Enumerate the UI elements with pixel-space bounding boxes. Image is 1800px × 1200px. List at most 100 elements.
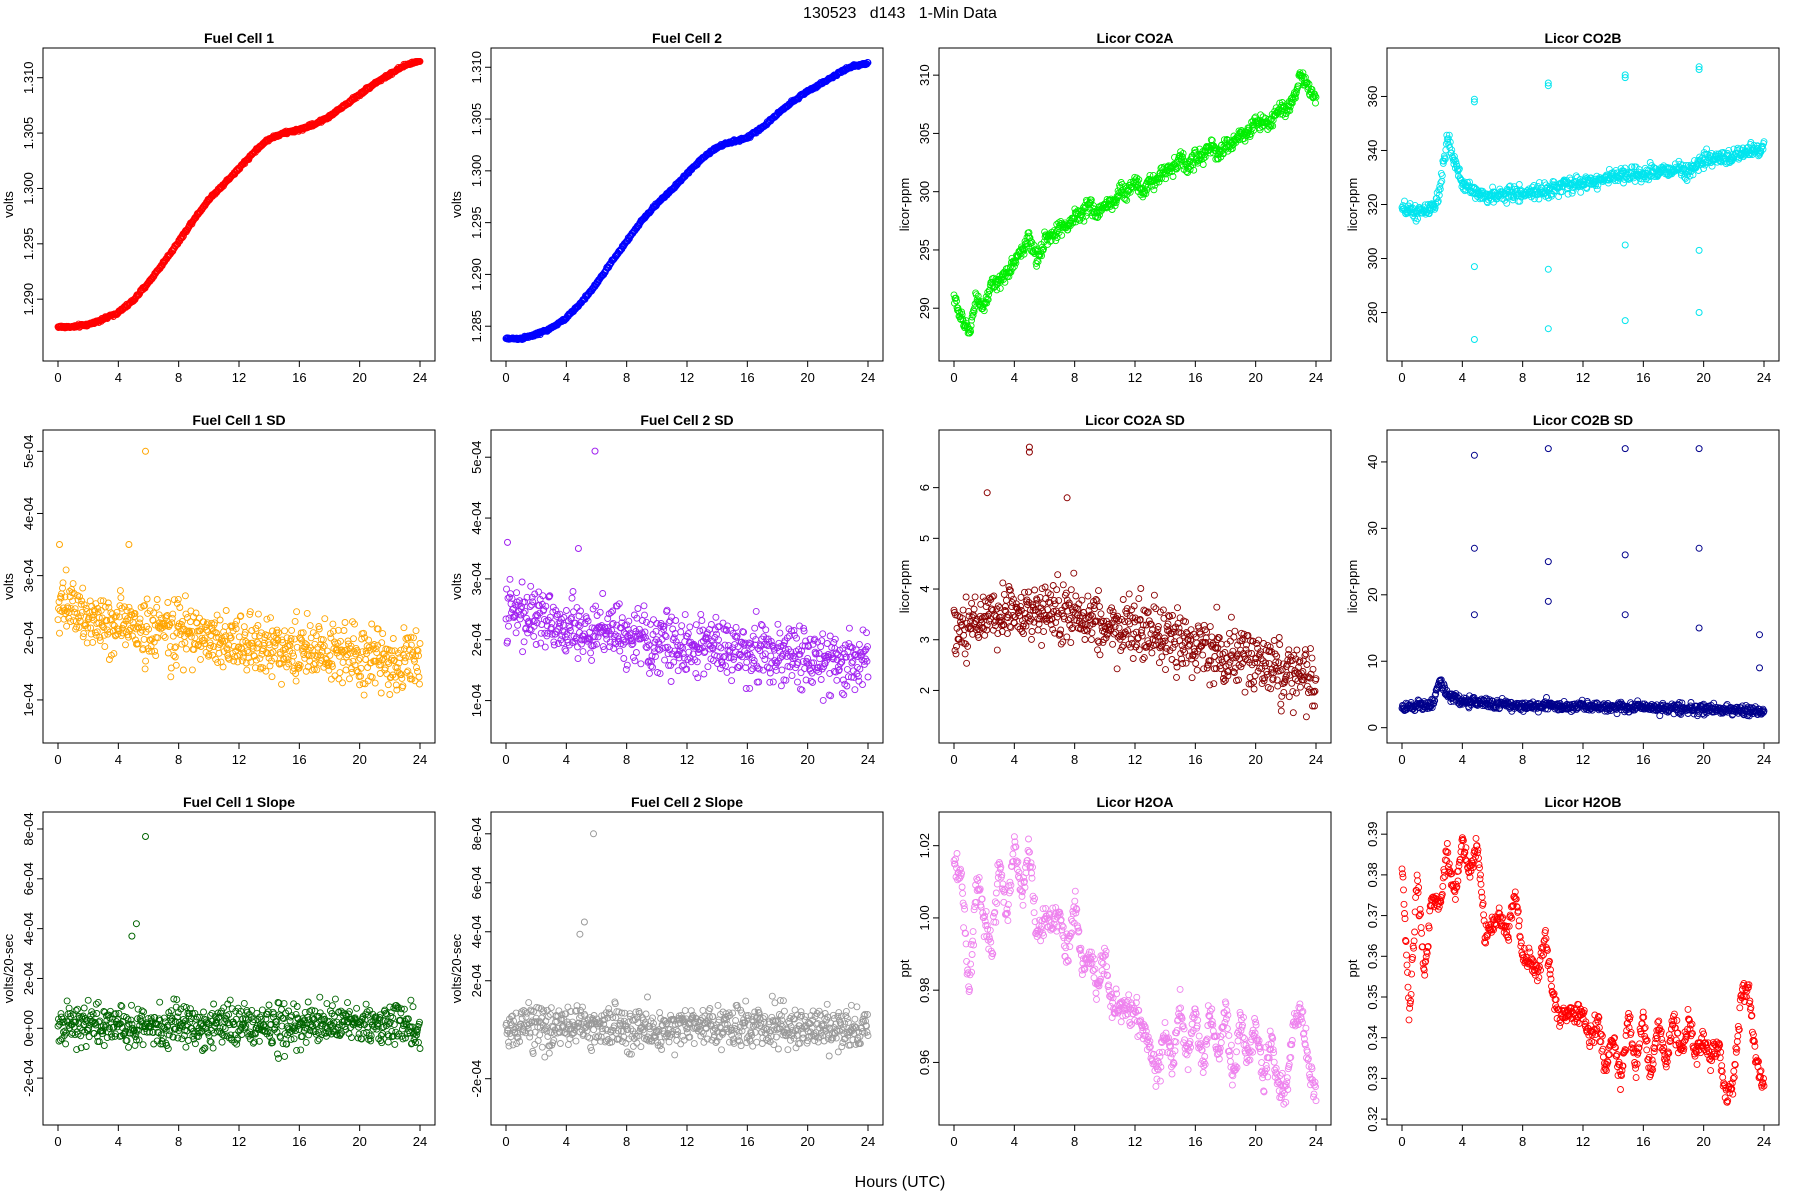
data-point [387,673,395,681]
data-point [723,627,730,635]
data-point [510,605,518,613]
data-point [677,628,685,636]
data-point [386,691,394,698]
data-point [280,656,288,664]
data-point [54,616,62,624]
data-point [1118,643,1126,651]
data-point [675,654,683,662]
data-point [801,665,809,673]
data-point [1123,605,1131,613]
data-point [1038,641,1046,649]
data-point [755,665,763,673]
data-point [1503,199,1511,207]
data-point [1018,628,1026,635]
data-point [1139,621,1147,629]
data-point [131,610,139,617]
data-point [1137,629,1145,637]
data-point [164,649,172,657]
plot-frame [42,429,436,744]
x-tick-label: 0 [54,370,61,385]
data-point [546,592,554,600]
data-point [1040,628,1048,636]
data-point [591,633,599,641]
data-point [570,608,577,616]
data-point [1448,146,1456,154]
data-point [833,676,841,684]
data-point [1063,633,1071,641]
x-tick-label: 20 [800,370,814,385]
data-point [89,638,97,646]
data-point [401,658,409,666]
data-point [257,629,265,637]
data-point [831,644,839,652]
data-point [1066,614,1074,622]
data-point [64,604,72,612]
data-point [1115,624,1123,632]
data-point [1007,268,1015,276]
data-point [747,667,755,675]
data-point [234,644,242,651]
data-point [668,613,676,621]
x-tick-label: 16 [740,370,754,385]
data-point [1014,623,1022,631]
data-point [1052,237,1060,245]
data-point [1136,616,1144,623]
data-point [178,234,186,242]
data-point [747,640,755,648]
data-point [316,651,324,659]
data-point [350,635,357,643]
data-point [1068,625,1076,633]
data-point [182,645,190,653]
data-point [652,652,659,660]
data-point [859,681,866,689]
data-point [404,667,412,675]
data-point [577,618,585,626]
data-point [755,678,763,686]
data-point [243,647,251,655]
data-point [531,590,539,598]
data-point [251,632,259,640]
data-point [863,629,870,637]
data-point [516,615,524,623]
data-point [166,621,174,629]
data-point [178,617,186,625]
data-point [1127,643,1135,651]
data-point [1008,599,1016,607]
data-point [56,541,63,548]
data-point [767,652,775,660]
data-point [569,588,577,595]
data-point [599,590,607,597]
data-point [407,633,415,641]
data-point [239,638,247,646]
data-point [537,629,545,637]
data-point [537,639,545,647]
data-point [271,654,278,662]
chart-panel: Fuel Cell 1 SD0 4 8 12 16 20 241e-042e-043e-04… [1,412,436,767]
data-point [960,631,968,639]
data-point [634,605,642,612]
data-point [628,641,636,649]
data-point [301,640,309,648]
data-point [773,644,781,652]
data-point [545,593,553,601]
data-point [504,538,511,546]
y-tick-label: 1.295 [21,228,36,261]
data-point [304,651,312,659]
y-tick-label: 300 [1365,248,1380,270]
data-point [1141,607,1149,615]
data-point [377,661,385,669]
data-point [607,608,615,616]
x-tick-label: 12 [1128,370,1142,385]
data-point [1450,152,1458,160]
data-point [1057,640,1065,648]
data-point [1430,203,1438,211]
data-point [810,659,818,667]
data-point [697,610,705,618]
data-point [722,662,729,670]
data-point [1087,636,1095,644]
data-point [504,637,511,645]
data-point [819,696,827,704]
data-point [401,654,409,662]
data-point [240,649,248,657]
data-point [286,642,294,650]
